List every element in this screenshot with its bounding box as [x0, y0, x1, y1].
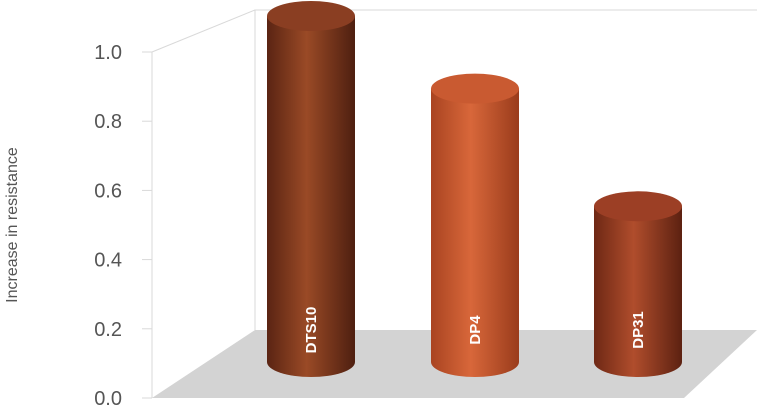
y-axis-title: Increase in resistance [4, 147, 21, 303]
bar-top [594, 191, 682, 222]
bar-body [267, 16, 355, 377]
bar-label: DP31 [630, 311, 647, 349]
bar-top [431, 73, 519, 104]
y-tick-label: 0.2 [94, 319, 122, 341]
bar-top [267, 1, 355, 31]
y-tick-label: 1.0 [94, 42, 122, 64]
y-axis: 0.0 0.2 0.4 0.6 0.8 1.0 [94, 42, 152, 407]
bar-body [431, 88, 519, 377]
bar-label: DTS10 [303, 307, 320, 354]
chart-frame [151, 9, 757, 398]
y-tick-label: 0.0 [94, 388, 122, 407]
y-tick-label: 0.4 [94, 250, 122, 272]
bar-dp31: DP31 [594, 191, 682, 377]
bar-dts10: DTS10 [267, 1, 355, 377]
bars: DTS10 DP4 DP31 [267, 1, 682, 377]
bar-dp4: DP4 [431, 73, 519, 377]
y-tick-label: 0.6 [94, 180, 122, 202]
bar-label: DP4 [467, 315, 484, 345]
y-tick-label: 0.8 [94, 111, 122, 133]
bar-body [594, 206, 682, 377]
left-wall-top-edge [151, 9, 256, 53]
